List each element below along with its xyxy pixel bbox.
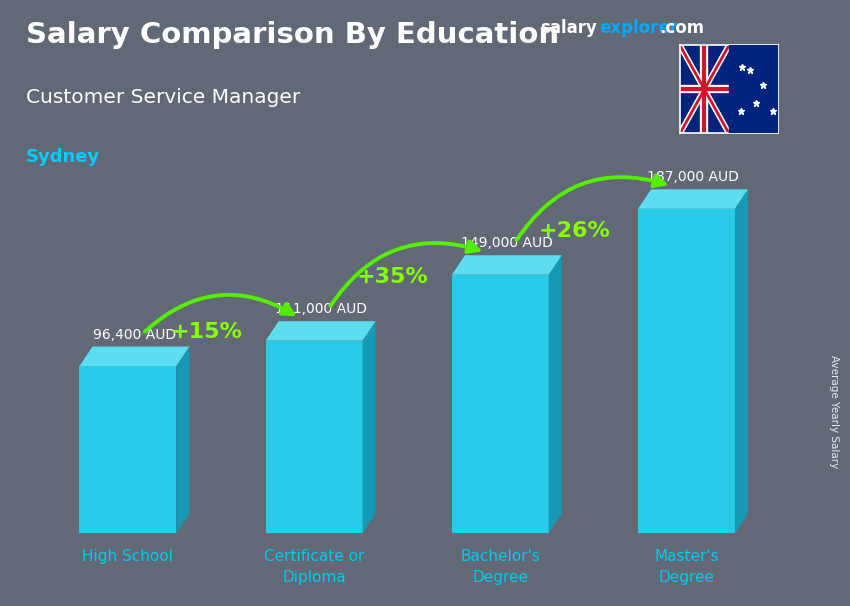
Text: Salary Comparison By Education: Salary Comparison By Education	[26, 21, 558, 49]
Text: 187,000 AUD: 187,000 AUD	[647, 170, 739, 184]
Text: 96,400 AUD: 96,400 AUD	[93, 328, 176, 342]
Text: .com: .com	[660, 19, 705, 38]
Polygon shape	[638, 189, 748, 209]
Text: Average Yearly Salary: Average Yearly Salary	[829, 356, 839, 468]
Polygon shape	[80, 347, 190, 366]
Polygon shape	[266, 321, 376, 341]
Polygon shape	[452, 275, 549, 533]
Text: +26%: +26%	[539, 221, 610, 242]
Polygon shape	[80, 366, 176, 533]
Bar	[728, 45, 778, 133]
Polygon shape	[266, 341, 362, 533]
Text: Customer Service Manager: Customer Service Manager	[26, 88, 300, 107]
Polygon shape	[638, 209, 735, 533]
Text: explorer: explorer	[599, 19, 678, 38]
Polygon shape	[362, 321, 376, 533]
Text: +15%: +15%	[170, 322, 242, 342]
Text: 111,000 AUD: 111,000 AUD	[275, 302, 366, 316]
Polygon shape	[549, 255, 562, 533]
Text: 149,000 AUD: 149,000 AUD	[461, 236, 552, 250]
Text: Sydney: Sydney	[26, 148, 99, 167]
Text: +35%: +35%	[356, 267, 428, 287]
Polygon shape	[452, 255, 562, 275]
Polygon shape	[735, 189, 748, 533]
Polygon shape	[176, 347, 190, 533]
Text: salary: salary	[540, 19, 597, 38]
